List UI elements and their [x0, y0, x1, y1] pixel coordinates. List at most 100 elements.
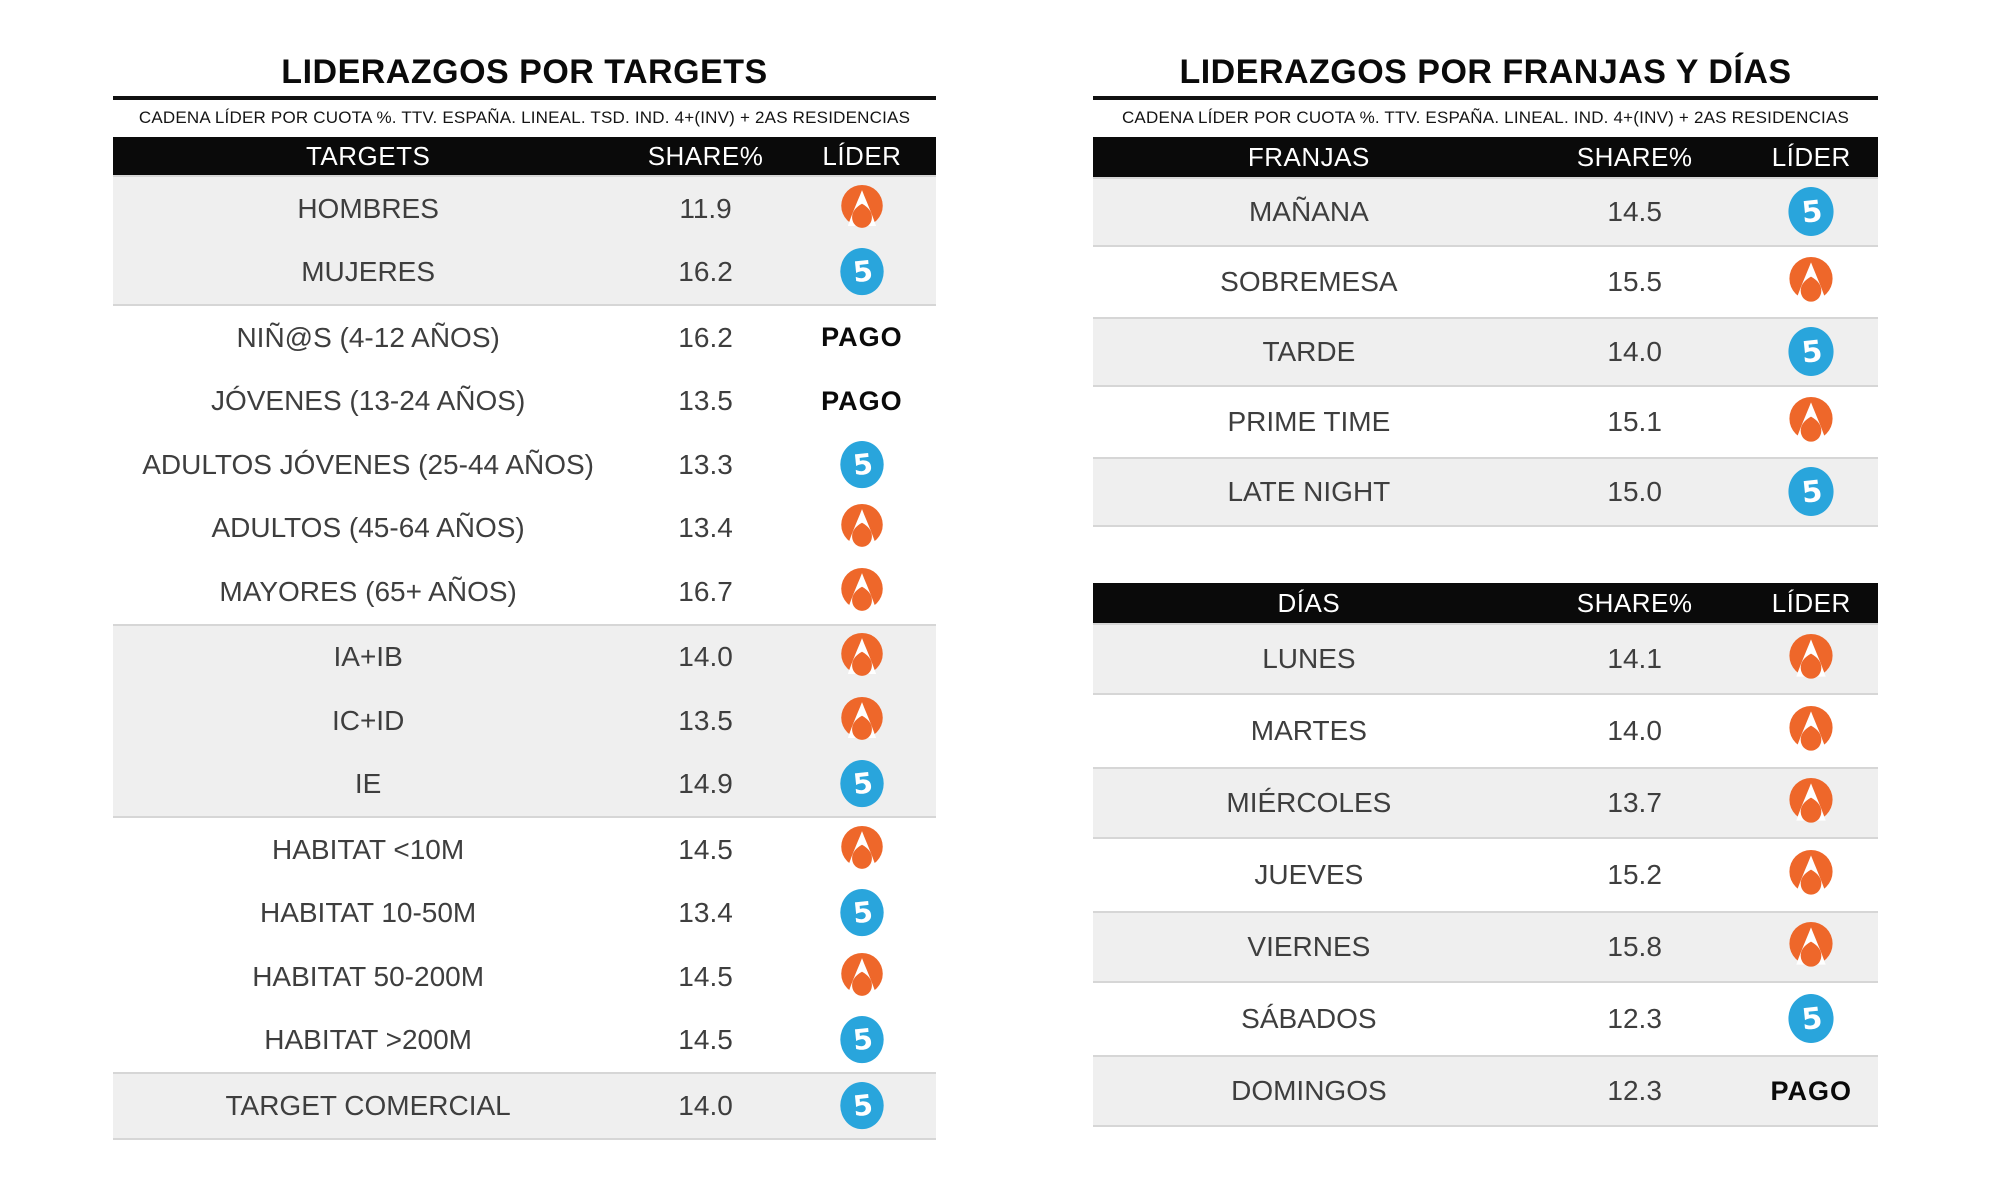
row-share-value: 14.5 — [678, 833, 733, 865]
row-share-value: 12.3 — [1607, 1003, 1662, 1034]
franjas-dias-table: LIDERAZGOS POR FRANJAS Y DÍAS CADENA LÍD… — [1093, 52, 1878, 1127]
row-label: TARGET COMERCIAL — [225, 1089, 511, 1121]
telecinco-logo-icon: 5 — [840, 760, 884, 808]
antena3-logo-icon — [1789, 396, 1833, 442]
row-label: MIÉRCOLES — [1226, 787, 1392, 818]
title-underline — [1093, 96, 1878, 100]
row-share-value: 13.7 — [1607, 787, 1662, 818]
row-label: MAÑANA — [1248, 196, 1369, 227]
table-row: HABITAT >200M 14.5 5 — [113, 1009, 936, 1073]
antena3-logo-icon — [841, 952, 883, 996]
antena3-logo-icon — [1789, 777, 1833, 823]
row-share-value: 14.9 — [678, 768, 733, 800]
row-label: DOMINGOS — [1231, 1075, 1387, 1106]
row-leader — [1745, 256, 1878, 308]
column-header-lider: LÍDER — [1771, 141, 1851, 172]
table-row: MARTES 14.0 — [1093, 695, 1878, 767]
row-leader: 5 — [1745, 993, 1878, 1045]
row-leader: PAGO — [1745, 1076, 1878, 1107]
row-leader: 5 — [788, 440, 936, 490]
telecinco-logo-icon: 5 — [840, 248, 884, 296]
antena3-logo-icon — [841, 184, 883, 228]
column-header-lider: LÍDER — [1771, 587, 1851, 618]
targets-table-title: LIDERAZGOS POR TARGETS — [281, 53, 768, 91]
row-group: NIÑ@S (4-12 AÑOS) 16.2 PAGO JÓVENES (13-24 … — [113, 306, 936, 624]
row-leader — [1745, 921, 1878, 973]
svg-text:5: 5 — [851, 896, 874, 931]
row-share-value: 13.4 — [678, 897, 733, 929]
table-row: HABITAT <10M 14.5 — [113, 818, 936, 882]
antena3-logo-icon — [841, 696, 883, 740]
row-leader: 5 — [1745, 326, 1878, 378]
row-leader — [1745, 849, 1878, 901]
row-leader — [1745, 396, 1878, 448]
row-leader: PAGO — [788, 386, 936, 417]
row-label: HABITAT 50-200M — [252, 960, 485, 992]
row-label: VIERNES — [1247, 931, 1371, 962]
table-row: LUNES 14.1 — [1093, 623, 1878, 695]
row-label: NIÑ@S (4-12 AÑOS) — [236, 321, 500, 353]
row-leader — [1745, 705, 1878, 757]
row-leader — [788, 696, 936, 746]
row-group: HABITAT <10M 14.5 HABITAT 10-50M 13.4 5 HABIT… — [113, 818, 936, 1072]
row-share-value: 14.5 — [678, 960, 733, 992]
targets-table-body: HOMBRES 11.9 MUJERES 16.2 5 NIÑ@S (4-12 AÑOS)… — [113, 175, 936, 1140]
title-underline — [113, 96, 936, 100]
franjas-dias-table-subtitle: CADENA LÍDER POR CUOTA %. TTV. ESPAÑA. L… — [1121, 108, 1850, 127]
table-row: MAYORES (65+ AÑOS) 16.7 — [113, 560, 936, 624]
table-row: JUEVES 15.2 — [1093, 839, 1878, 911]
antena3-logo-icon — [841, 825, 883, 869]
row-share-value: 15.1 — [1607, 406, 1662, 437]
table-row: SÁBADOS 12.3 5 — [1093, 983, 1878, 1055]
table-row: MIÉRCOLES 13.7 — [1093, 767, 1878, 839]
telecinco-logo-icon: 5 — [1788, 326, 1834, 377]
table-row: VIERNES 15.8 — [1093, 911, 1878, 983]
row-share-value: 13.3 — [678, 448, 733, 480]
antena3-logo-icon — [841, 633, 883, 677]
row-leader: 5 — [788, 247, 936, 297]
row-share-value: 16.2 — [678, 256, 733, 288]
row-label: MUJERES — [301, 256, 436, 288]
franjas-dias-table-title: LIDERAZGOS POR FRANJAS Y DÍAS — [1179, 53, 1792, 91]
table-row: ADULTOS JÓVENES (25-44 AÑOS) 13.3 5 — [113, 433, 936, 497]
antena3-logo-icon — [1789, 705, 1833, 751]
column-header-share: SHARE% — [647, 140, 764, 171]
svg-text:5: 5 — [851, 447, 874, 482]
row-label: HOMBRES — [297, 192, 439, 224]
row-label: MARTES — [1250, 715, 1367, 746]
row-label: JUEVES — [1254, 859, 1364, 890]
column-header-share: SHARE% — [1576, 587, 1693, 618]
row-share-value: 15.8 — [1607, 931, 1662, 962]
row-leader — [788, 567, 936, 617]
telecinco-logo-icon: 5 — [1788, 186, 1834, 237]
row-share-value: 11.9 — [679, 192, 732, 224]
dias-table-body: LUNES 14.1 MARTES 14.0 MIÉRCOLES 13.7 JUEVES 15… — [1093, 623, 1878, 1127]
table-row: PRIME TIME 15.1 — [1093, 387, 1878, 457]
telecinco-logo-icon: 5 — [1788, 993, 1834, 1044]
table-row: IC+ID 13.5 — [113, 689, 936, 753]
row-leader: 5 — [1745, 186, 1878, 238]
row-label: LATE NIGHT — [1227, 476, 1391, 507]
table-row: NIÑ@S (4-12 AÑOS) 16.2 PAGO — [113, 306, 936, 370]
svg-text:5: 5 — [1800, 1001, 1824, 1037]
row-leader — [788, 825, 936, 875]
row-label: IA+IB — [333, 641, 403, 673]
row-leader: 5 — [1745, 466, 1878, 518]
row-leader: 5 — [788, 759, 936, 809]
antena3-logo-icon — [841, 567, 883, 611]
antena3-logo-icon — [841, 504, 883, 548]
row-share-value: 13.4 — [678, 512, 733, 544]
row-share-value: 16.2 — [678, 321, 733, 353]
row-share-value: 14.0 — [1607, 336, 1662, 367]
row-leader — [788, 632, 936, 682]
row-share-value: 15.0 — [1607, 476, 1662, 507]
row-label: IE — [354, 768, 382, 800]
row-leader — [1745, 777, 1878, 829]
table-row: IE 14.9 5 — [113, 753, 936, 817]
franjas-table-body: MAÑANA 14.5 5 SOBREMESA 15.5 TARDE 14.0 5 PRIME … — [1093, 177, 1878, 527]
column-header-franjas: FRANJAS — [1247, 141, 1370, 172]
row-leader: 5 — [788, 1081, 936, 1131]
row-share-value: 12.3 — [1607, 1075, 1662, 1106]
table-row: MUJERES 16.2 5 — [113, 241, 936, 305]
telecinco-logo-icon: 5 — [1788, 466, 1834, 517]
